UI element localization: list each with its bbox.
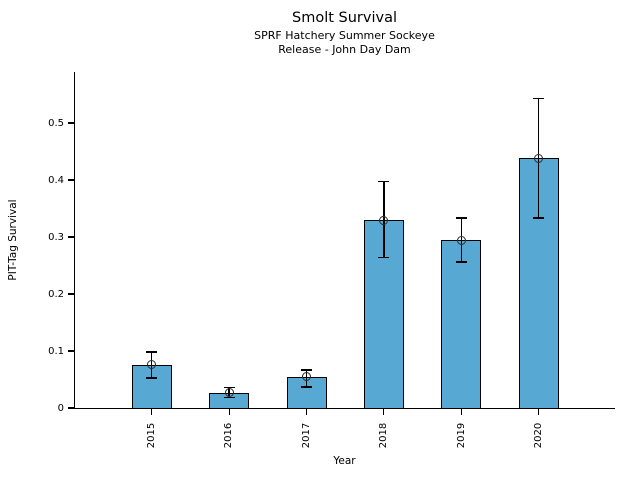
error-cap-top-2020 xyxy=(533,97,545,100)
x-tick-label-2020: 2020 xyxy=(499,420,579,450)
x-tick-mark xyxy=(538,409,540,415)
x-tick-label-text: 2018 xyxy=(378,422,390,448)
data-point-marker-2020 xyxy=(534,153,544,163)
x-axis-label: Year xyxy=(333,455,356,467)
error-cap-bottom-2019 xyxy=(455,261,467,263)
error-cap-bottom-2020 xyxy=(533,217,545,219)
chart-subtitle-line1: SPRF Hatchery Summer Sockeye xyxy=(254,29,435,42)
x-tick-label-text: 2015 xyxy=(146,422,158,448)
error-cap-bottom-2018 xyxy=(378,256,390,259)
x-tick-label-text: 2016 xyxy=(223,422,235,448)
data-point-marker-2018 xyxy=(379,215,389,225)
x-tick-mark xyxy=(228,409,230,415)
error-cap-top-2019 xyxy=(455,217,467,219)
y-tick-label: 0.4 xyxy=(48,174,64,186)
error-cap-bottom-2016 xyxy=(223,396,235,399)
error-cap-top-2017 xyxy=(301,369,312,371)
y-tick-mark xyxy=(68,236,74,238)
error-cap-bottom-2015 xyxy=(146,377,158,379)
y-tick-mark xyxy=(68,350,74,352)
x-tick-label-2018: 2018 xyxy=(344,420,424,450)
x-tick-label-2017: 2017 xyxy=(267,420,347,450)
error-cap-bottom-2017 xyxy=(301,386,312,388)
error-cap-top-2016 xyxy=(223,386,235,389)
y-tick-mark xyxy=(68,407,74,409)
x-tick-label-text: 2020 xyxy=(533,422,545,448)
x-tick-label-text: 2019 xyxy=(455,422,467,448)
x-tick-label-2015: 2015 xyxy=(112,420,192,450)
x-tick-mark xyxy=(383,409,385,415)
y-tick-label: 0 xyxy=(57,402,64,414)
chart-title: Smolt Survival xyxy=(292,10,397,26)
y-tick-label: 0.5 xyxy=(48,117,64,129)
x-tick-label-2016: 2016 xyxy=(189,420,269,450)
x-axis-spine xyxy=(74,408,615,410)
y-tick-label: 0.2 xyxy=(48,288,64,300)
data-point-marker-2016 xyxy=(224,388,234,398)
y-axis-label: PIT-Tag Survival xyxy=(7,199,19,281)
y-tick-label: 0.3 xyxy=(48,231,64,243)
data-point-marker-2017 xyxy=(302,372,311,382)
bar-2019 xyxy=(441,240,482,409)
x-tick-label-2019: 2019 xyxy=(421,420,501,450)
y-tick-label: 0.1 xyxy=(48,345,64,357)
y-tick-mark xyxy=(68,122,74,124)
x-tick-mark xyxy=(460,409,462,415)
error-cap-top-2015 xyxy=(146,351,158,353)
x-tick-label-text: 2017 xyxy=(300,422,312,448)
y-axis-spine xyxy=(74,72,76,409)
chart-subtitle-line2: Release - John Day Dam xyxy=(278,43,411,56)
x-tick-mark xyxy=(305,409,308,415)
data-point-marker-2019 xyxy=(456,235,466,245)
x-tick-mark xyxy=(151,409,153,415)
y-tick-mark xyxy=(68,179,74,181)
data-point-marker-2015 xyxy=(147,360,157,370)
error-cap-top-2018 xyxy=(378,180,390,183)
y-tick-mark xyxy=(68,293,74,295)
